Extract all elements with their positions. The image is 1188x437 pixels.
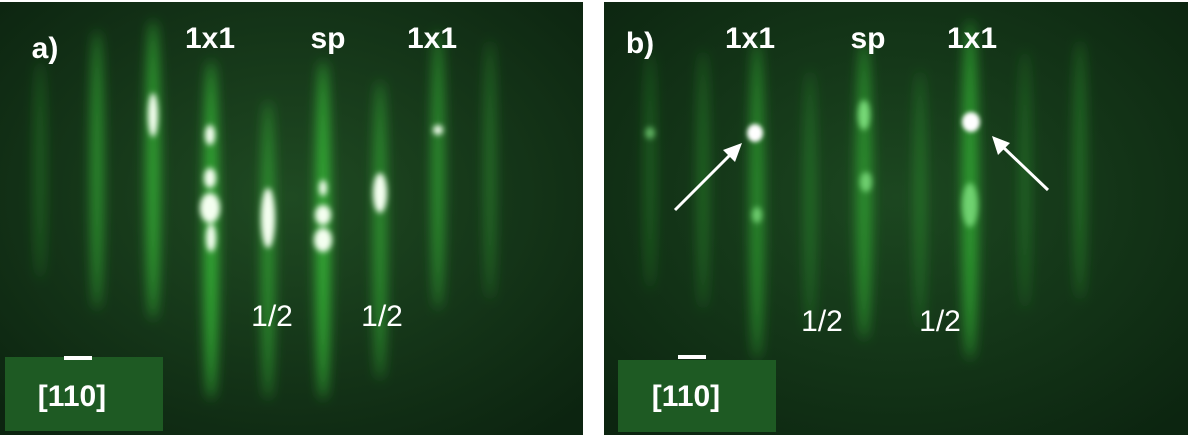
top-label: 1x1: [725, 22, 775, 55]
bottom-label: 1/2: [801, 305, 843, 338]
spots: [645, 100, 978, 227]
arrows: [673, 136, 1050, 212]
top-label: sp: [310, 22, 345, 55]
top-label: 1x1: [185, 22, 235, 55]
top-label: sp: [850, 22, 885, 55]
direction-label: [110]: [38, 380, 106, 413]
top-label: 1x1: [407, 22, 457, 55]
panel-label: a): [32, 32, 59, 65]
direction-box: [5, 357, 163, 431]
bright-spots: [747, 112, 980, 142]
bottom-label: 1/2: [361, 300, 403, 333]
top-label: 1x1: [947, 22, 997, 55]
direction-label: [110]: [652, 380, 720, 413]
spots: [148, 93, 443, 252]
panel-a: [0, 2, 583, 435]
streaks: [35, 20, 495, 400]
panel-b: [604, 2, 1188, 435]
bottom-label: 1/2: [251, 300, 293, 333]
panel-label: b): [626, 27, 654, 60]
direction-box: [618, 360, 776, 432]
bottom-label: 1/2: [919, 305, 961, 338]
